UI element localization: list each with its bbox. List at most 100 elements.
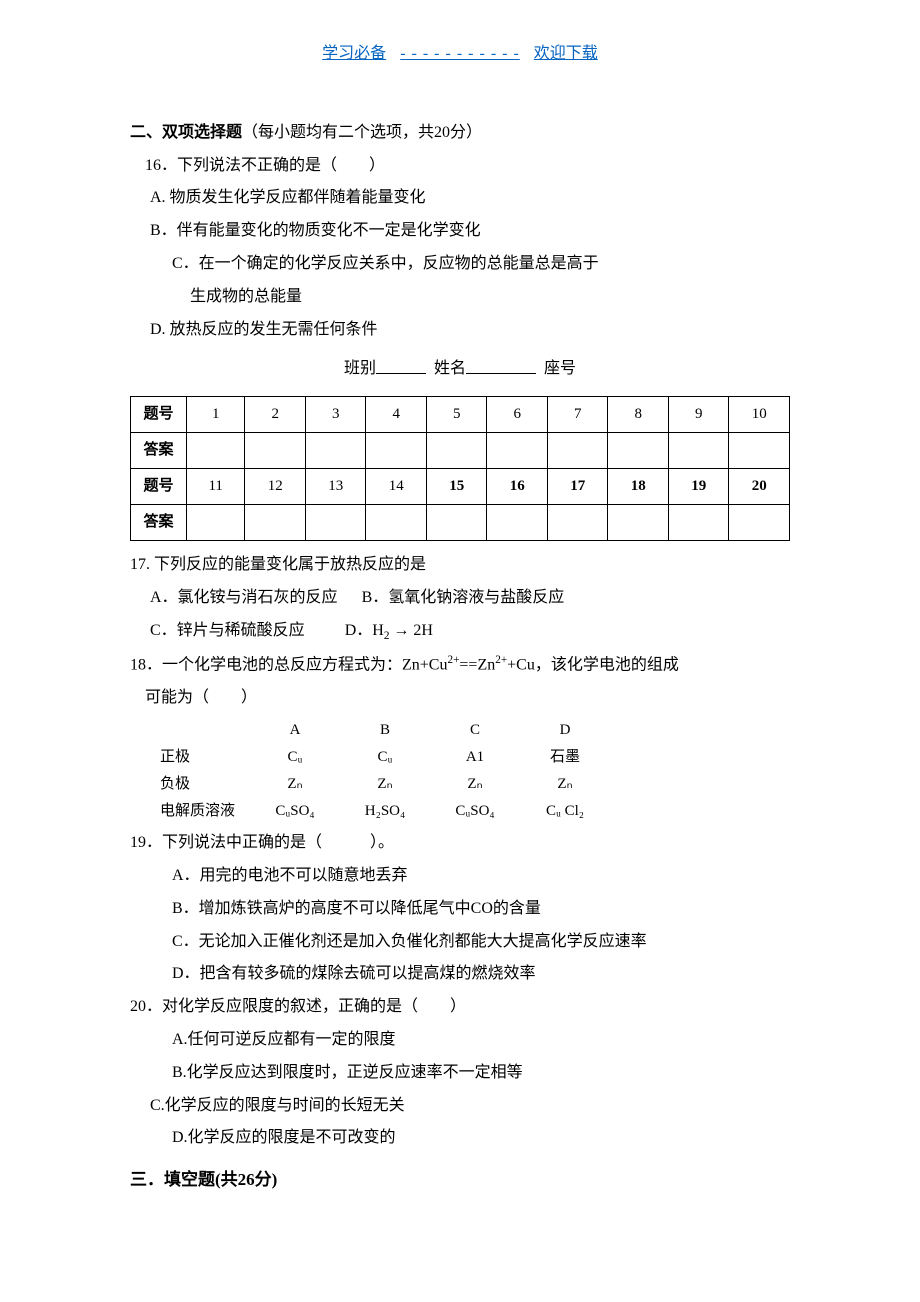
q16-option-b: B．伴有能量变化的物质变化不一定是化学变化 [150, 217, 790, 246]
q20-stem: 20．对化学反应限度的叙述，正确的是（ ） [130, 993, 790, 1022]
grid-answer-cell[interactable] [305, 505, 366, 541]
q18-col-c: C [430, 717, 520, 744]
grid-answer-cell[interactable] [608, 433, 669, 469]
grid-answer-cell[interactable] [487, 505, 548, 541]
seat-label: 座号 [544, 361, 576, 378]
grid-num: 15 [426, 469, 487, 505]
q19-option-a: A．用完的电池不可以随意地丢弃 [172, 862, 790, 891]
grid-num: 13 [305, 469, 366, 505]
grid-num: 16 [487, 469, 548, 505]
grid-num: 12 [245, 469, 306, 505]
grid-answer-cell[interactable] [729, 505, 790, 541]
grid-row-3: 题号 11 12 13 14 15 16 17 18 19 20 [131, 469, 790, 505]
q19-option-c: C．无论加入正催化剂还是加入负催化剂都能大大提高化学反应速率 [172, 928, 790, 957]
q18-cell: Zₙ [340, 771, 430, 798]
grid-num: 9 [668, 397, 729, 433]
q19-option-b: B．增加炼铁高炉的高度不可以降低尾气中CO的含量 [172, 895, 790, 924]
name-label: 姓名 [434, 361, 466, 378]
class-label: 班别 [344, 361, 376, 378]
grid-answer-cell[interactable] [426, 433, 487, 469]
grid-answer-cell[interactable] [668, 433, 729, 469]
grid-answer-cell[interactable] [245, 505, 306, 541]
q16-stem: 16．下列说法不正确的是（ ） [145, 152, 790, 181]
student-info-row: 班别 姓名 座号 [130, 354, 790, 384]
q18-negative-row: 负极 Zₙ Zₙ Zₙ Zₙ [160, 771, 790, 798]
grid-row-1: 题号 1 2 3 4 5 6 7 8 9 10 [131, 397, 790, 433]
q20-option-b: B.化学反应达到限度时，正逆反应速率不一定相等 [172, 1059, 790, 1088]
q18-cell: Zₙ [430, 771, 520, 798]
q18-positive-row: 正极 Cᵤ Cᵤ A1 石墨 [160, 744, 790, 771]
grid-answer-cell[interactable] [547, 433, 608, 469]
section-2-heading: 二、双项选择题 [130, 124, 242, 141]
grid-num: 6 [487, 397, 548, 433]
section-3-title: 三．填空题(共26分) [130, 1165, 790, 1196]
q18-col-a: A [250, 717, 340, 744]
q18-cell: A1 [430, 744, 520, 771]
q16-option-a: A. 物质发生化学反应都伴随着能量变化 [150, 184, 790, 213]
grid-num: 8 [608, 397, 669, 433]
grid-num: 2 [245, 397, 306, 433]
q20-option-d: D.化学反应的限度是不可改变的 [172, 1124, 790, 1153]
q19-stem: 19．下列说法中正确的是（ ）。 [130, 829, 790, 858]
q18-cell: Cᵤ [250, 744, 340, 771]
q17-option-c: C．锌片与稀硫酸反应 [150, 622, 305, 639]
q18-stem-line2: 可能为（ ） [145, 684, 790, 713]
grid-num: 3 [305, 397, 366, 433]
grid-num: 1 [187, 397, 245, 433]
grid-answer-cell[interactable] [608, 505, 669, 541]
grid-num: 19 [668, 469, 729, 505]
q18-negative-label: 负极 [160, 771, 250, 798]
page-header: 学习必备 - - - - - - - - - - - 欢迎下载 [130, 40, 790, 69]
grid-num: 11 [187, 469, 245, 505]
grid-row1-label: 题号 [131, 397, 187, 433]
q18-cell: Cᵤ [340, 744, 430, 771]
grid-row-2: 答案 [131, 433, 790, 469]
header-left-link[interactable]: 学习必备 [322, 45, 386, 62]
grid-answer-cell[interactable] [366, 505, 427, 541]
q16-option-c-line1: C．在一个确定的化学反应关系中，反应物的总能量总是高于 [172, 250, 790, 279]
grid-answer-cell[interactable] [487, 433, 548, 469]
grid-num: 4 [366, 397, 427, 433]
grid-answer-cell[interactable] [729, 433, 790, 469]
q17-options-row2: C．锌片与稀硫酸反应 D．H2 → 2H [150, 617, 790, 646]
q18-cell: CᵤSO₄ [250, 798, 340, 825]
grid-num: 18 [608, 469, 669, 505]
grid-num: 7 [547, 397, 608, 433]
grid-num: 5 [426, 397, 487, 433]
grid-answer-cell[interactable] [245, 433, 306, 469]
q19-option-d: D．把含有较多硫的煤除去硫可以提高煤的燃烧效率 [172, 960, 790, 989]
q16-option-c-line2: 生成物的总能量 [190, 283, 790, 312]
section-2-subtitle: （每小题均有二个选项，共20分） [242, 124, 482, 141]
grid-answer-cell[interactable] [668, 505, 729, 541]
q20-option-a: A.任何可逆反应都有一定的限度 [172, 1026, 790, 1055]
q18-cell: CᵤSO₄ [430, 798, 520, 825]
grid-row-4: 答案 [131, 505, 790, 541]
grid-num: 17 [547, 469, 608, 505]
q16-option-d: D. 放热反应的发生无需任何条件 [150, 316, 790, 345]
header-right-link[interactable]: 欢迎下载 [534, 45, 598, 62]
grid-answer-cell[interactable] [366, 433, 427, 469]
grid-answer-cell[interactable] [547, 505, 608, 541]
name-blank[interactable] [466, 354, 536, 373]
grid-answer-cell[interactable] [187, 505, 245, 541]
header-dots: - - - - - - - - - - - [400, 45, 520, 62]
q18-positive-label: 正极 [160, 744, 250, 771]
grid-row4-label: 答案 [131, 505, 187, 541]
q18-cell: Zₙ [520, 771, 610, 798]
q17-option-d: D．H2 → 2H [345, 622, 433, 639]
q18-col-b: B [340, 717, 430, 744]
q18-cell: Zₙ [250, 771, 340, 798]
q17-options-row1: A．氯化铵与消石灰的反应 B．氢氧化钠溶液与盐酸反应 [150, 584, 790, 613]
grid-answer-cell[interactable] [305, 433, 366, 469]
class-blank[interactable] [376, 354, 426, 373]
q18-cell: 石墨 [520, 744, 610, 771]
q18-electrode-table: A B C D 正极 Cᵤ Cᵤ A1 石墨 负极 Zₙ Zₙ Zₙ Zₙ 电解… [160, 717, 790, 825]
grid-answer-cell[interactable] [187, 433, 245, 469]
q18-cell: H₂SO₄ [340, 798, 430, 825]
q20-option-c: C.化学反应的限度与时间的长短无关 [150, 1092, 790, 1121]
q18-col-d: D [520, 717, 610, 744]
q18-electrolyte-label: 电解质溶液 [160, 798, 250, 825]
grid-num: 10 [729, 397, 790, 433]
grid-answer-cell[interactable] [426, 505, 487, 541]
q17-option-b: B．氢氧化钠溶液与盐酸反应 [362, 589, 565, 606]
